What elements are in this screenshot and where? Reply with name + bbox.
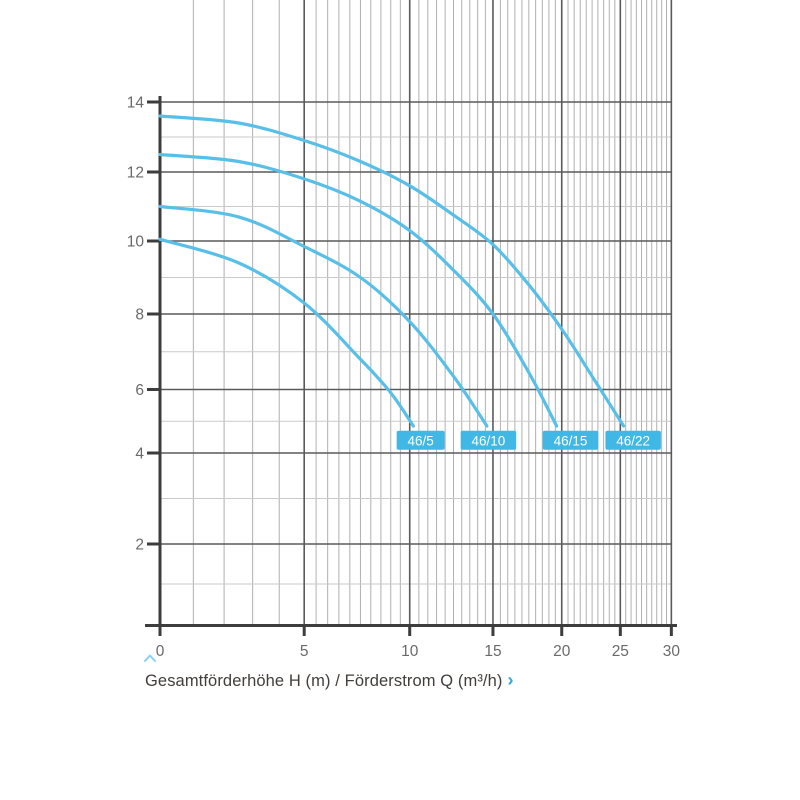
- pump-curve-46/10: [158, 204, 489, 428]
- pump-curve-46/22: [158, 114, 626, 428]
- x-tick-label: 15: [484, 643, 501, 660]
- y-tick-label: 8: [135, 307, 144, 324]
- curve-label-box: [460, 430, 517, 450]
- y-tick-label: 2: [135, 537, 144, 554]
- curve-label-text: 46/5: [408, 433, 434, 448]
- curve-label-box: [605, 430, 661, 450]
- pump-curve-46/15: [158, 152, 559, 428]
- x-tick-label: 5: [300, 643, 309, 660]
- y-tick-label: 4: [135, 446, 144, 463]
- y-tick-label: 12: [127, 165, 144, 182]
- curve-label-box: [396, 430, 445, 450]
- curve-label-text: 46/22: [616, 433, 650, 448]
- x-axis-caption-text: Gesamtförderhöhe H (m) / Förderstrom Q (…: [145, 672, 503, 690]
- curve-label-box: [542, 430, 599, 450]
- curve-label-text: 46/10: [472, 433, 506, 448]
- x-tick-label: 30: [663, 643, 681, 660]
- y-tick-label: 6: [135, 382, 144, 399]
- x-tick-label: 20: [553, 643, 571, 660]
- chevron-right-icon[interactable]: ›: [507, 670, 514, 690]
- y-tick-label: 10: [127, 234, 145, 251]
- x-tick-label: 10: [401, 643, 419, 660]
- y-tick-label: 14: [127, 95, 145, 112]
- x-tick-label: 25: [612, 643, 629, 660]
- caret-up-icon[interactable]: [142, 653, 158, 663]
- pump-curve-46/5: [158, 237, 415, 428]
- x-axis-caption: Gesamtförderhöhe H (m) / Förderstrom Q (…: [145, 670, 514, 691]
- x-tick-label: 0: [156, 643, 165, 660]
- curve-label-text: 46/15: [554, 433, 588, 448]
